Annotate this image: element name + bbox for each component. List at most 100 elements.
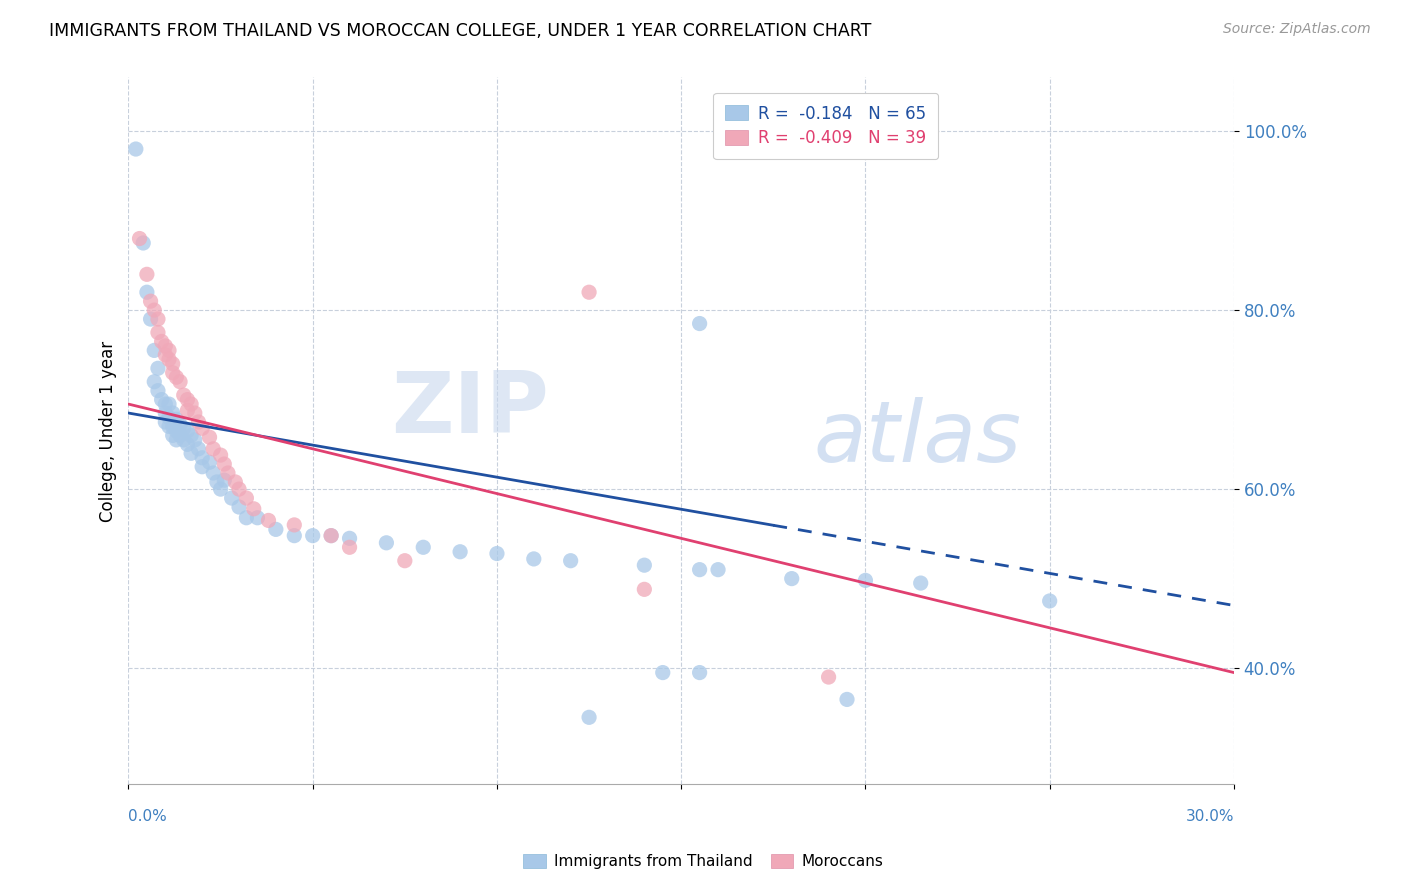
Point	[855, 574, 877, 588]
Point	[143, 343, 166, 358]
Point	[162, 406, 184, 420]
Point	[173, 421, 195, 435]
Point	[651, 665, 673, 680]
Point	[157, 419, 180, 434]
Point	[157, 343, 180, 358]
Point	[235, 491, 257, 505]
Text: IMMIGRANTS FROM THAILAND VS MOROCCAN COLLEGE, UNDER 1 YEAR CORRELATION CHART: IMMIGRANTS FROM THAILAND VS MOROCCAN COL…	[49, 22, 872, 40]
Point	[155, 406, 177, 420]
Point	[176, 392, 198, 407]
Point	[180, 446, 202, 460]
Point	[165, 424, 187, 438]
Point	[132, 235, 155, 250]
Point	[780, 572, 803, 586]
Text: 0.0%: 0.0%	[128, 809, 167, 824]
Point	[209, 482, 232, 496]
Point	[157, 352, 180, 367]
Point	[214, 473, 236, 487]
Point	[135, 285, 157, 300]
Point	[191, 459, 214, 474]
Point	[578, 710, 600, 724]
Point	[221, 491, 243, 505]
Point	[143, 375, 166, 389]
Point	[235, 510, 257, 524]
Point	[689, 563, 711, 577]
Point	[835, 692, 858, 706]
Point	[184, 406, 207, 420]
Point	[301, 529, 323, 543]
Point	[128, 231, 150, 245]
Point	[214, 457, 236, 471]
Point	[165, 433, 187, 447]
Text: atlas: atlas	[814, 397, 1022, 480]
Point	[228, 500, 250, 514]
Point	[1039, 594, 1062, 608]
Point	[283, 517, 305, 532]
Point	[689, 317, 711, 331]
Point	[187, 442, 209, 456]
Point	[689, 665, 711, 680]
Point	[339, 532, 361, 546]
Point	[162, 419, 184, 434]
Point	[321, 529, 343, 543]
Point	[217, 466, 239, 480]
Point	[198, 455, 221, 469]
Point	[176, 424, 198, 438]
Point	[633, 558, 655, 573]
Point	[146, 384, 169, 398]
Point	[412, 541, 434, 555]
Point	[150, 334, 173, 349]
Point	[321, 529, 343, 543]
Point	[264, 522, 287, 536]
Point	[228, 482, 250, 496]
Point	[375, 536, 398, 550]
Point	[139, 294, 162, 309]
Point	[162, 366, 184, 380]
Legend: R =  -0.184   N = 65, R =  -0.409   N = 39: R = -0.184 N = 65, R = -0.409 N = 39	[713, 93, 938, 159]
Point	[184, 433, 207, 447]
Point	[155, 348, 177, 362]
Point	[165, 412, 187, 426]
Point	[224, 475, 246, 489]
Point	[191, 450, 214, 465]
Point	[817, 670, 839, 684]
Point	[205, 475, 228, 489]
Point	[180, 397, 202, 411]
Text: ZIP: ZIP	[391, 368, 548, 451]
Point	[242, 501, 264, 516]
Point	[202, 466, 225, 480]
Point	[146, 326, 169, 340]
Text: 30.0%: 30.0%	[1185, 809, 1234, 824]
Point	[165, 370, 187, 384]
Point	[139, 312, 162, 326]
Point	[169, 428, 191, 442]
Point	[157, 410, 180, 425]
Point	[173, 388, 195, 402]
Point	[283, 529, 305, 543]
Point	[169, 417, 191, 432]
Point	[191, 421, 214, 435]
Y-axis label: College, Under 1 year: College, Under 1 year	[100, 341, 117, 522]
Point	[135, 268, 157, 282]
Point	[157, 397, 180, 411]
Point	[246, 510, 269, 524]
Point	[394, 554, 416, 568]
Point	[125, 142, 148, 156]
Point	[198, 430, 221, 444]
Point	[707, 563, 730, 577]
Point	[523, 552, 546, 566]
Legend: Immigrants from Thailand, Moroccans: Immigrants from Thailand, Moroccans	[517, 848, 889, 875]
Point	[633, 582, 655, 597]
Point	[155, 397, 177, 411]
Point	[560, 554, 582, 568]
Point	[173, 433, 195, 447]
Point	[150, 392, 173, 407]
Text: Source: ZipAtlas.com: Source: ZipAtlas.com	[1223, 22, 1371, 37]
Point	[202, 442, 225, 456]
Point	[162, 357, 184, 371]
Point	[209, 448, 232, 462]
Point	[146, 312, 169, 326]
Point	[162, 428, 184, 442]
Point	[155, 339, 177, 353]
Point	[155, 415, 177, 429]
